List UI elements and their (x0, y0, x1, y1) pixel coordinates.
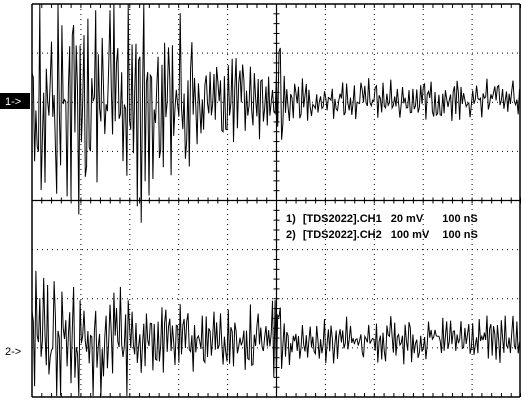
ch1-marker: 1-> (0, 93, 30, 109)
ch1-trace (31, 3, 520, 223)
legend-1-time: 100 nS (442, 213, 477, 225)
legend-1-volts: 20 mV (391, 213, 424, 225)
channel-legend: 1) [TDS2022].CH1 20 mV 100 nS 2) [TDS202… (286, 213, 478, 241)
legend-1-index: 1) (286, 213, 296, 225)
ch2-marker: 2-> (5, 346, 21, 358)
legend-row-2: 2) [TDS2022].CH2 100 mV 100 nS (286, 229, 478, 241)
legend-row-1: 1) [TDS2022].CH1 20 mV 100 nS (286, 213, 478, 225)
legend-2-time: 100 nS (442, 229, 477, 241)
ch2-marker-label: 2-> (5, 346, 21, 358)
legend-2-index: 2) (286, 229, 296, 241)
legend-1-source: [TDS2022].CH1 (303, 213, 382, 225)
ch2-trace (31, 270, 520, 397)
ch1-marker-background (0, 93, 30, 109)
ch1-marker-label: 1-> (5, 96, 21, 108)
legend-2-source: [TDS2022].CH2 (303, 229, 382, 241)
graticule (31, 3, 521, 398)
legend-2-volts: 100 mV (391, 229, 430, 241)
